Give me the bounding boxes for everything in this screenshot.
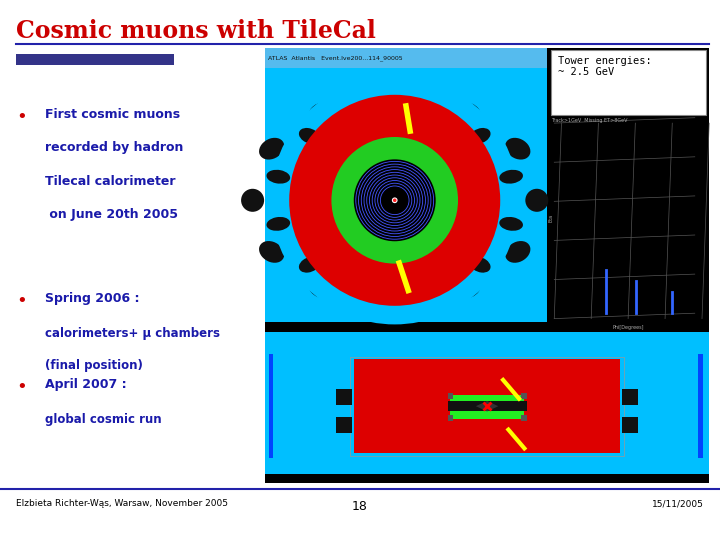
Text: Phi[Degrees]: Phi[Degrees]	[613, 326, 644, 330]
Ellipse shape	[309, 102, 338, 120]
Bar	[354, 380, 450, 433]
Text: recorded by hadron: recorded by hadron	[45, 141, 183, 154]
Bar	[265, 322, 547, 332]
Bar	[265, 48, 547, 68]
Text: (final position): (final position)	[45, 359, 143, 372]
Ellipse shape	[259, 241, 284, 263]
Bar	[698, 354, 703, 458]
Ellipse shape	[505, 138, 531, 159]
Ellipse shape	[526, 189, 549, 212]
Text: •: •	[16, 292, 27, 309]
Ellipse shape	[299, 128, 320, 144]
Polygon shape	[476, 401, 498, 411]
Text: Eta: Eta	[549, 214, 554, 222]
Text: First cosmic muons: First cosmic muons	[45, 108, 180, 121]
Ellipse shape	[417, 104, 435, 121]
Ellipse shape	[259, 138, 284, 159]
Ellipse shape	[392, 198, 397, 203]
Bar	[450, 411, 524, 420]
Bar	[521, 393, 526, 400]
Ellipse shape	[354, 159, 436, 241]
Ellipse shape	[289, 95, 500, 306]
Ellipse shape	[469, 128, 490, 144]
Bar	[448, 393, 454, 400]
Ellipse shape	[379, 89, 410, 106]
Text: calorimeters+ μ chambers: calorimeters+ μ chambers	[45, 327, 220, 340]
Bar	[524, 380, 621, 433]
Text: ATLAS  Atlantis   Event.lve200...114_90005: ATLAS Atlantis Event.lve200...114_90005	[268, 55, 402, 60]
Text: 15/11/2005: 15/11/2005	[652, 500, 704, 509]
Ellipse shape	[331, 137, 458, 264]
Text: Tilecal calorimeter: Tilecal calorimeter	[45, 175, 175, 188]
Bar	[521, 415, 526, 422]
Ellipse shape	[379, 295, 410, 312]
Bar	[450, 395, 524, 403]
Text: •: •	[16, 108, 27, 126]
Bar	[551, 50, 706, 115]
Ellipse shape	[299, 256, 320, 273]
Ellipse shape	[241, 189, 264, 212]
Bar	[448, 415, 454, 422]
Ellipse shape	[309, 280, 338, 299]
Text: global cosmic run: global cosmic run	[45, 413, 161, 426]
Ellipse shape	[469, 256, 490, 273]
Ellipse shape	[505, 241, 531, 263]
Ellipse shape	[499, 170, 523, 184]
Text: Tower energies:
~ 2.5 GeV: Tower energies: ~ 2.5 GeV	[558, 56, 652, 77]
Ellipse shape	[417, 279, 435, 297]
Text: Track>1GeV  Missing ET>8GeV: Track>1GeV Missing ET>8GeV	[551, 118, 627, 123]
Bar	[450, 380, 524, 433]
Bar	[547, 48, 709, 332]
Bar	[265, 48, 709, 483]
Bar	[269, 354, 273, 458]
Ellipse shape	[271, 76, 519, 325]
Ellipse shape	[354, 104, 373, 121]
Bar	[265, 68, 547, 332]
Bar	[350, 356, 624, 456]
Ellipse shape	[451, 102, 480, 120]
Bar	[354, 433, 621, 453]
Text: Elzbieta Richter-Wąs, Warsaw, November 2005: Elzbieta Richter-Wąs, Warsaw, November 2…	[16, 500, 228, 509]
Ellipse shape	[354, 279, 373, 297]
Ellipse shape	[393, 199, 397, 202]
Text: 18: 18	[352, 500, 368, 512]
Bar	[265, 332, 709, 483]
Bar	[336, 417, 351, 433]
Text: Cosmic muons with TileCal: Cosmic muons with TileCal	[16, 19, 376, 43]
Bar	[265, 474, 709, 483]
Text: •: •	[16, 378, 27, 396]
Bar	[622, 417, 638, 433]
Bar	[354, 359, 621, 380]
Ellipse shape	[266, 217, 290, 231]
Text: April 2007 :: April 2007 :	[45, 378, 126, 391]
Bar	[622, 389, 638, 405]
Ellipse shape	[499, 217, 523, 231]
Bar	[448, 401, 526, 411]
Text: Spring 2006 :: Spring 2006 :	[45, 292, 139, 305]
Ellipse shape	[266, 170, 290, 184]
Bar	[16, 54, 174, 65]
Text: on June 20th 2005: on June 20th 2005	[45, 208, 178, 221]
Ellipse shape	[451, 280, 480, 299]
Bar	[336, 389, 351, 405]
